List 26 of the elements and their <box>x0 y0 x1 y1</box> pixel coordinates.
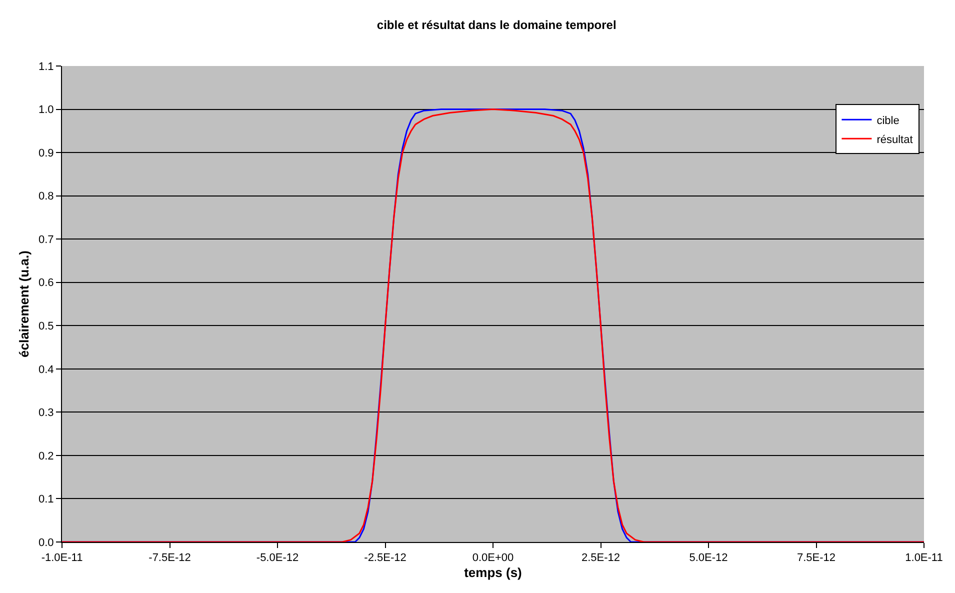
x-tick-label: 1.0E-11 <box>905 552 943 564</box>
y-tick-label: 0.2 <box>38 450 54 462</box>
y-tick-label: 0.3 <box>38 407 54 420</box>
x-tick-label: 5.0E-12 <box>689 552 728 564</box>
x-tick-label: -1.0E-11 <box>41 552 83 564</box>
y-tick-label: 0.8 <box>38 190 54 203</box>
y-tick-label: 0.9 <box>38 147 54 160</box>
y-tick-label: 0.7 <box>38 234 54 246</box>
chart-title: cible et résultat dans le domaine temporel <box>376 18 616 32</box>
y-tick-label: 0.4 <box>38 364 54 376</box>
y-axis-title: éclairement (u.a.) <box>16 250 32 358</box>
y-tick-label: 0.6 <box>38 277 54 290</box>
x-tick-label: -2.5E-12 <box>364 552 406 564</box>
x-axis-title: temps (s) <box>464 564 522 580</box>
y-tick-label: 0.5 <box>38 320 54 332</box>
x-tick-label: 2.5E-12 <box>581 552 620 564</box>
y-tick-label: 0.0 <box>38 536 54 549</box>
x-tick-label: -7.5E-12 <box>148 552 191 564</box>
x-tick-label: 0.0E+00 <box>472 552 514 564</box>
legend-label: résultat <box>876 134 913 146</box>
legend-label: cible <box>876 114 900 127</box>
x-tick-label: 7.5E-12 <box>796 552 836 564</box>
y-tick-label: 1.0 <box>38 104 54 116</box>
y-tick-label: 1.1 <box>38 60 54 73</box>
y-tick-label: 0.1 <box>38 494 54 506</box>
x-tick-label: -5.0E-12 <box>256 552 299 564</box>
